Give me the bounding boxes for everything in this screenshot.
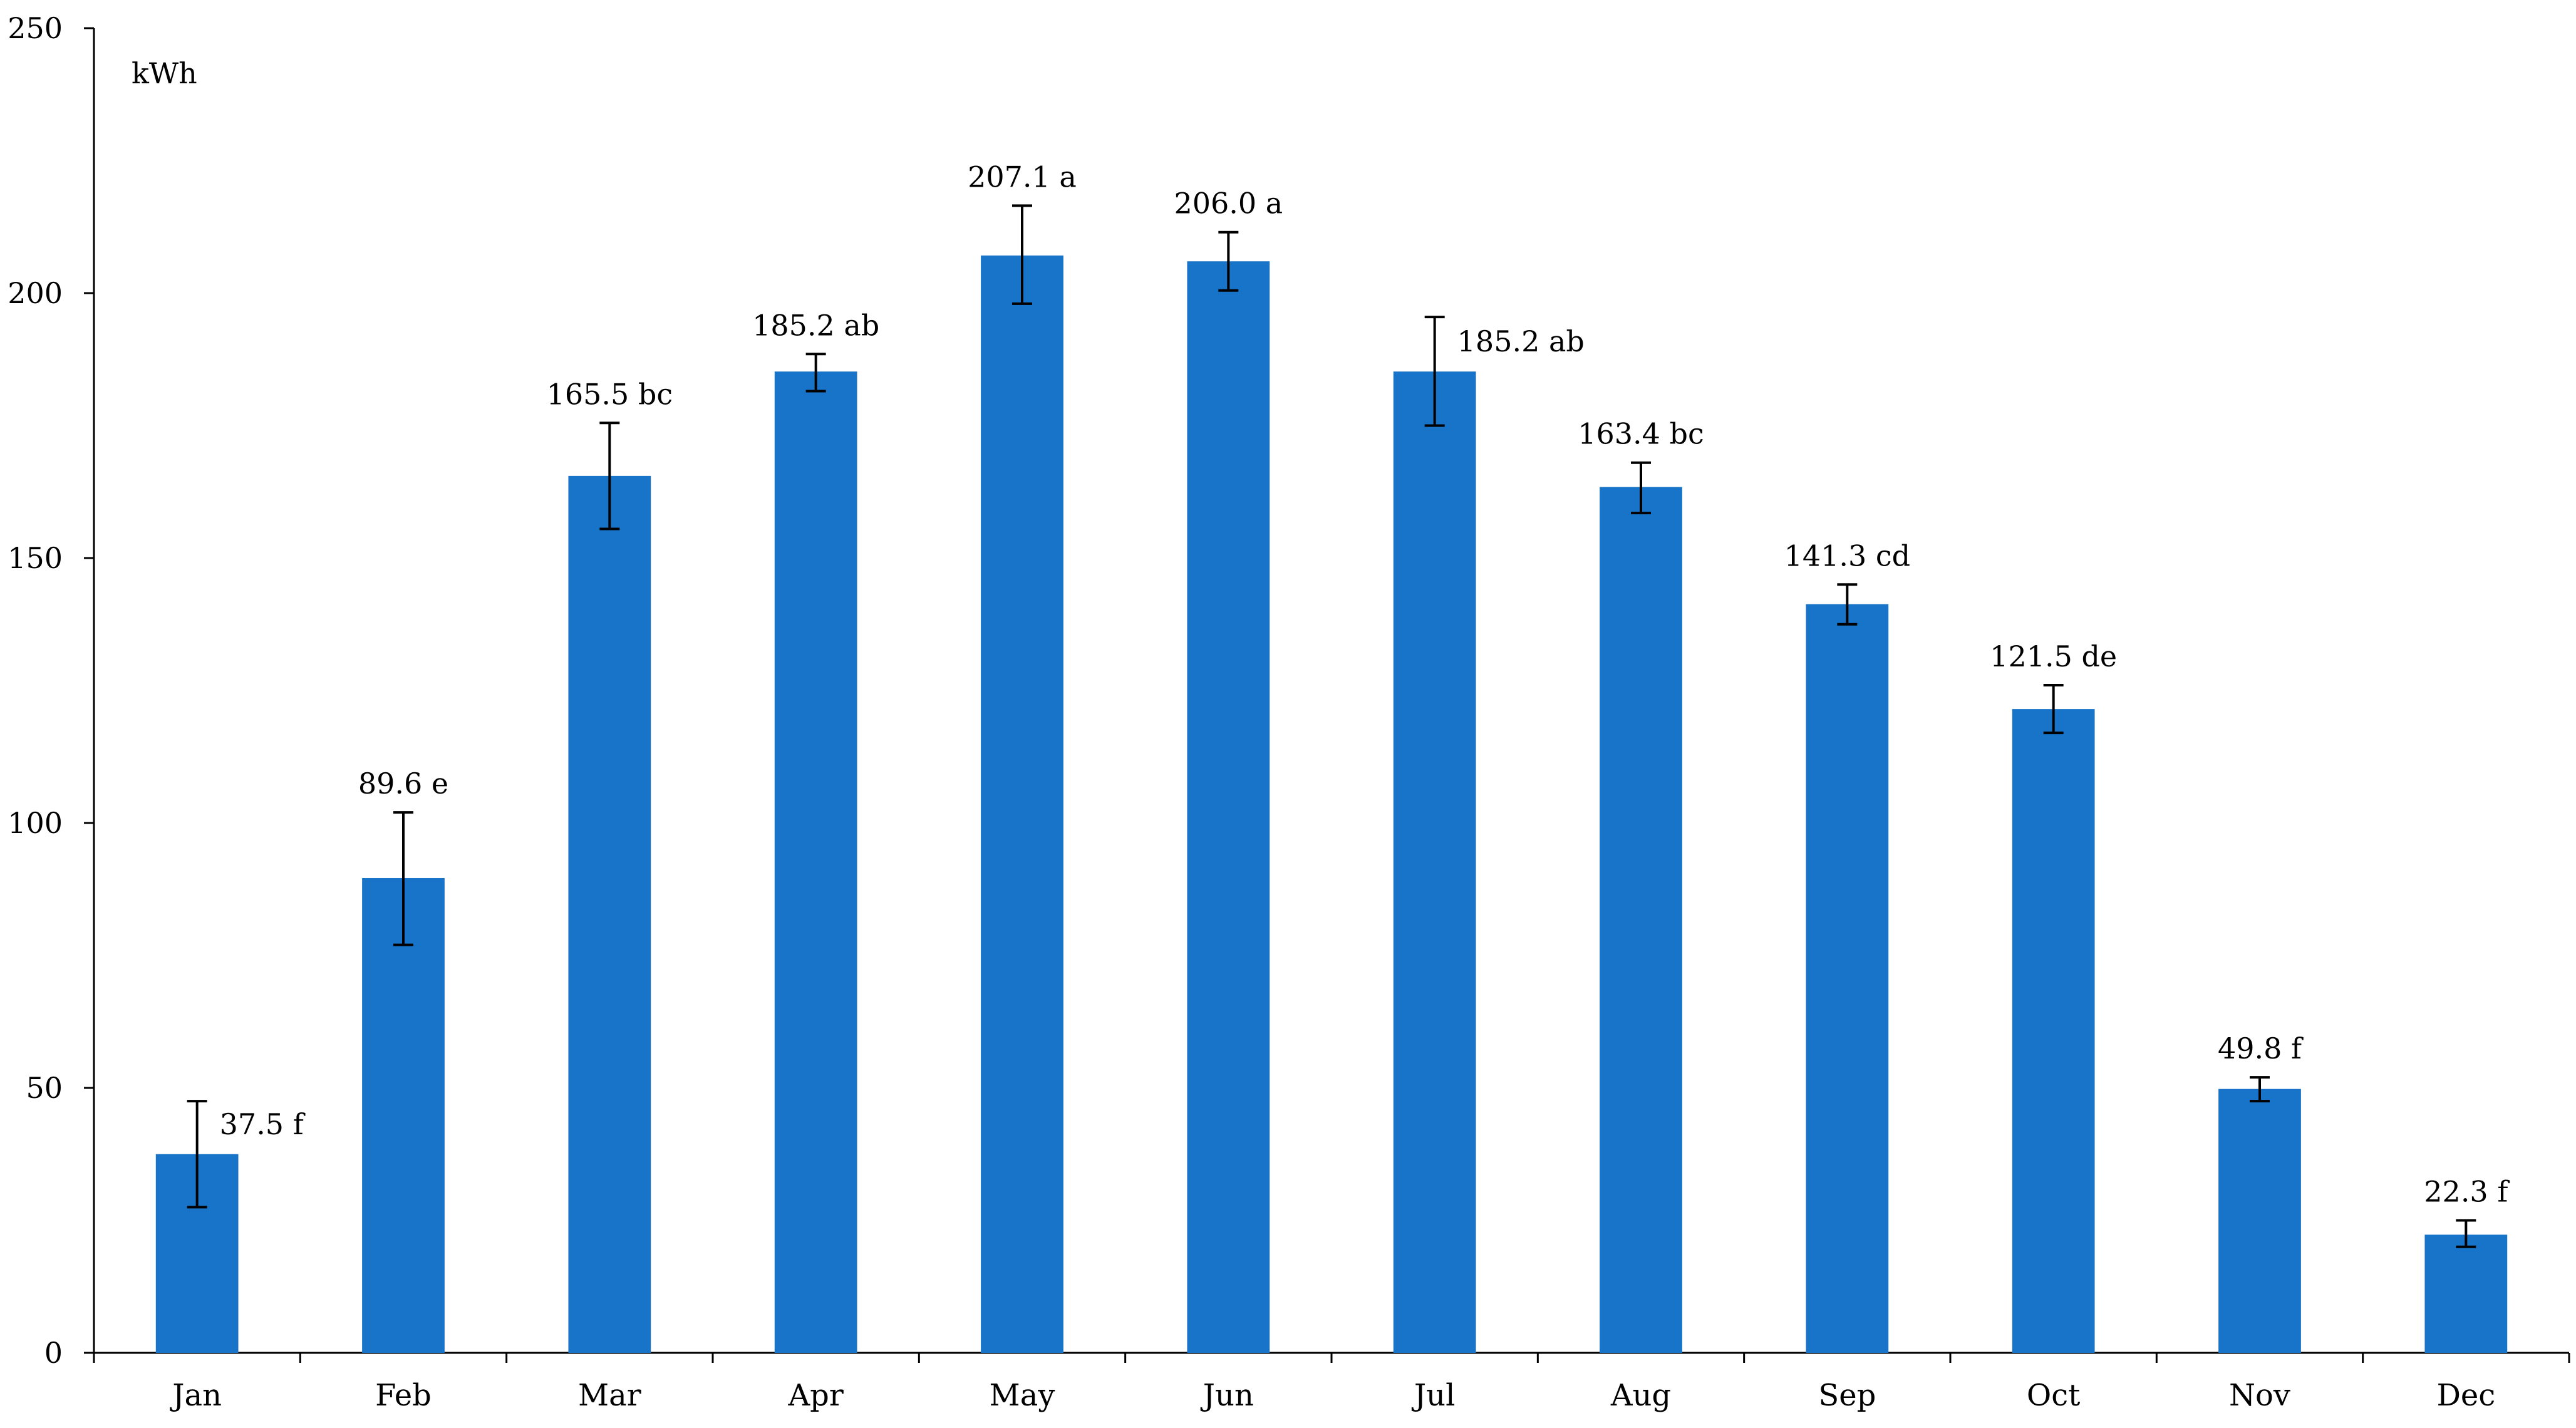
- y-tick-label: 200: [8, 276, 63, 310]
- data-labels: 37.5 f 89.6 e 165.5 bc 185.2 ab 207.1 a 206.0…: [220, 160, 2510, 1208]
- data-label: 207.1 a: [968, 160, 1077, 194]
- data-label: 163.4 bc: [1578, 417, 1704, 451]
- bar: [568, 475, 651, 1353]
- x-tick-label: Mar: [578, 1378, 641, 1413]
- x-tick-label: Jun: [1200, 1378, 1254, 1413]
- x-tick-label: Feb: [375, 1378, 432, 1413]
- x-tick-label: May: [990, 1378, 1055, 1413]
- y-tick-label: 100: [8, 806, 63, 840]
- data-label: 165.5 bc: [547, 377, 673, 411]
- bar: [774, 371, 857, 1353]
- bar: [1806, 604, 1889, 1353]
- bar: [981, 255, 1063, 1353]
- x-tick-label: Jan: [169, 1378, 222, 1413]
- data-label: 22.3 f: [2424, 1175, 2510, 1209]
- bar: [1393, 371, 1476, 1353]
- bar: [2012, 709, 2095, 1353]
- bar: [1187, 261, 1270, 1353]
- x-tick-label: Apr: [787, 1378, 843, 1413]
- x-axis: Jan Feb Mar Apr May Jun Jul Aug Sep Oct Nov Dec: [93, 1352, 2570, 1413]
- y-tick-label: 0: [44, 1336, 63, 1370]
- bar: [362, 877, 445, 1353]
- data-label: 121.5 de: [1990, 639, 2117, 673]
- data-label: 141.3 cd: [1784, 539, 1911, 572]
- error-bars: [187, 204, 2476, 1248]
- x-tick-label: Sep: [1818, 1378, 1876, 1413]
- y-axis-unit-label: kWh: [132, 56, 197, 90]
- x-tick-label: Aug: [1610, 1378, 1671, 1413]
- y-tick-label: 150: [8, 541, 63, 575]
- data-label: 89.6 e: [358, 767, 448, 800]
- data-label: 185.2 ab: [1457, 324, 1585, 358]
- data-label: 49.8 f: [2218, 1032, 2304, 1065]
- x-tick-label: Oct: [2027, 1378, 2081, 1413]
- y-axis: 0 50 100 150 200 250: [8, 11, 95, 1370]
- x-tick-label: Dec: [2436, 1378, 2495, 1413]
- y-tick-label: 50: [26, 1071, 63, 1105]
- bar: [1600, 487, 1682, 1353]
- y-tick-label: 250: [8, 11, 63, 45]
- x-tick-label: Nov: [2229, 1378, 2290, 1413]
- data-label: 185.2 ab: [752, 308, 879, 342]
- bars: [155, 255, 2508, 1353]
- bar: [2424, 1234, 2508, 1353]
- x-tick-label: Jul: [1411, 1378, 1456, 1413]
- data-label: 206.0 a: [1174, 187, 1283, 220]
- data-label: 37.5 f: [220, 1107, 306, 1141]
- bar: [2218, 1089, 2301, 1353]
